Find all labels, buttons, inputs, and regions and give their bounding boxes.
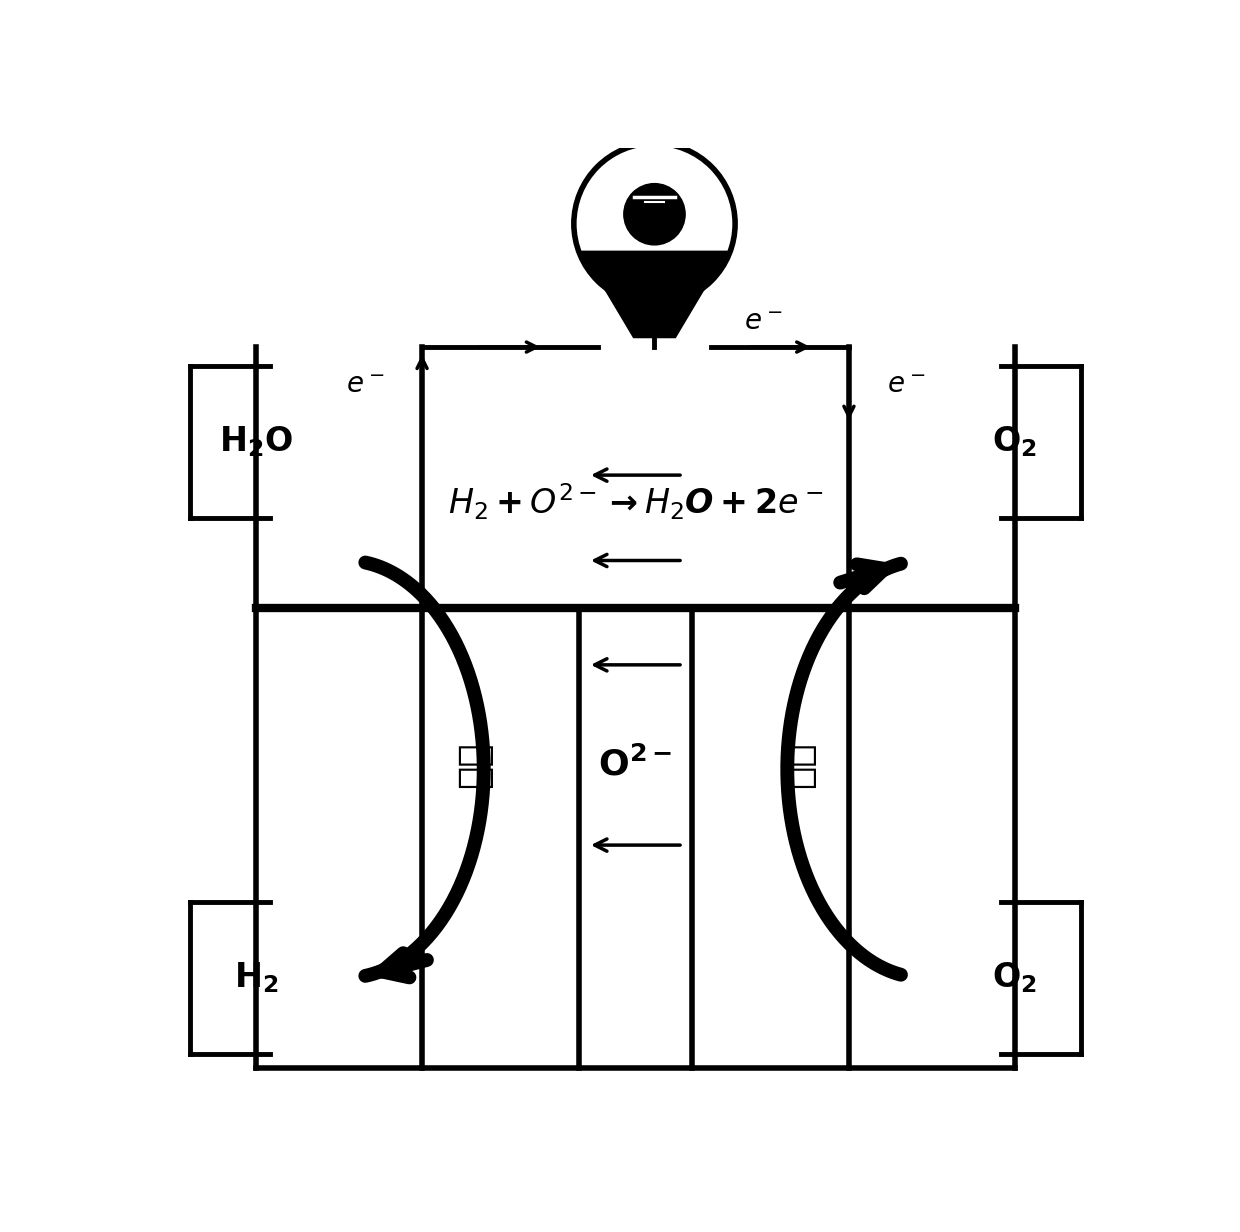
Text: $\mathbf{O_2}$: $\mathbf{O_2}$ [992,961,1038,995]
Circle shape [624,184,686,245]
Text: $\mathbf{O_2}$: $\mathbf{O_2}$ [992,425,1038,460]
Text: $e^-$: $e^-$ [346,371,384,399]
Text: 阳极: 阳极 [455,742,494,787]
Text: $e^-$: $e^-$ [744,308,782,335]
Text: $\mathbf{H_2}$: $\mathbf{H_2}$ [234,961,278,995]
Text: $\boldsymbol{H_2+O^{2-}\rightarrow H_2O+2e^-}$: $\boldsymbol{H_2+O^{2-}\rightarrow H_2O+… [448,482,823,522]
Text: $\mathbf{H_2O}$: $\mathbf{H_2O}$ [219,425,293,460]
Circle shape [574,143,735,304]
Text: $e^-$: $e^-$ [887,371,925,399]
Polygon shape [579,251,730,304]
Text: 阴极: 阴极 [777,742,816,787]
Polygon shape [603,286,707,338]
Text: $\mathbf{O^{2-}}$: $\mathbf{O^{2-}}$ [599,747,672,782]
